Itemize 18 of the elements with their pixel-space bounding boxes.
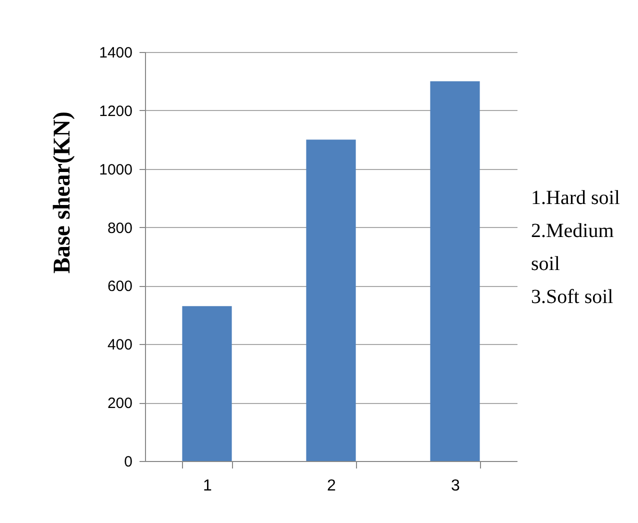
text: 2.Medium soil bbox=[531, 220, 614, 275]
y-tick-label: 1000 bbox=[99, 161, 132, 178]
y-tick-label: 1200 bbox=[99, 102, 132, 120]
x-tick-label: 1 bbox=[203, 478, 212, 494]
y-tick-label: 400 bbox=[107, 336, 132, 354]
bar bbox=[182, 306, 232, 461]
y-tick-label: 600 bbox=[107, 278, 132, 296]
x-tick-label: 3 bbox=[451, 478, 460, 494]
bar bbox=[306, 140, 356, 461]
x-tick-label: 2 bbox=[327, 478, 336, 494]
text: 3.Soft soil bbox=[531, 286, 614, 308]
text: 1.Hard soil bbox=[531, 187, 620, 209]
y-tick-label: 800 bbox=[107, 220, 132, 237]
y-tick-label: 1400 bbox=[99, 44, 132, 62]
y-tick-label: 200 bbox=[107, 395, 132, 412]
y-tick-label: 0 bbox=[124, 454, 132, 470]
y-axis-title: Base shear(KN) bbox=[50, 112, 76, 274]
bar bbox=[430, 81, 480, 461]
